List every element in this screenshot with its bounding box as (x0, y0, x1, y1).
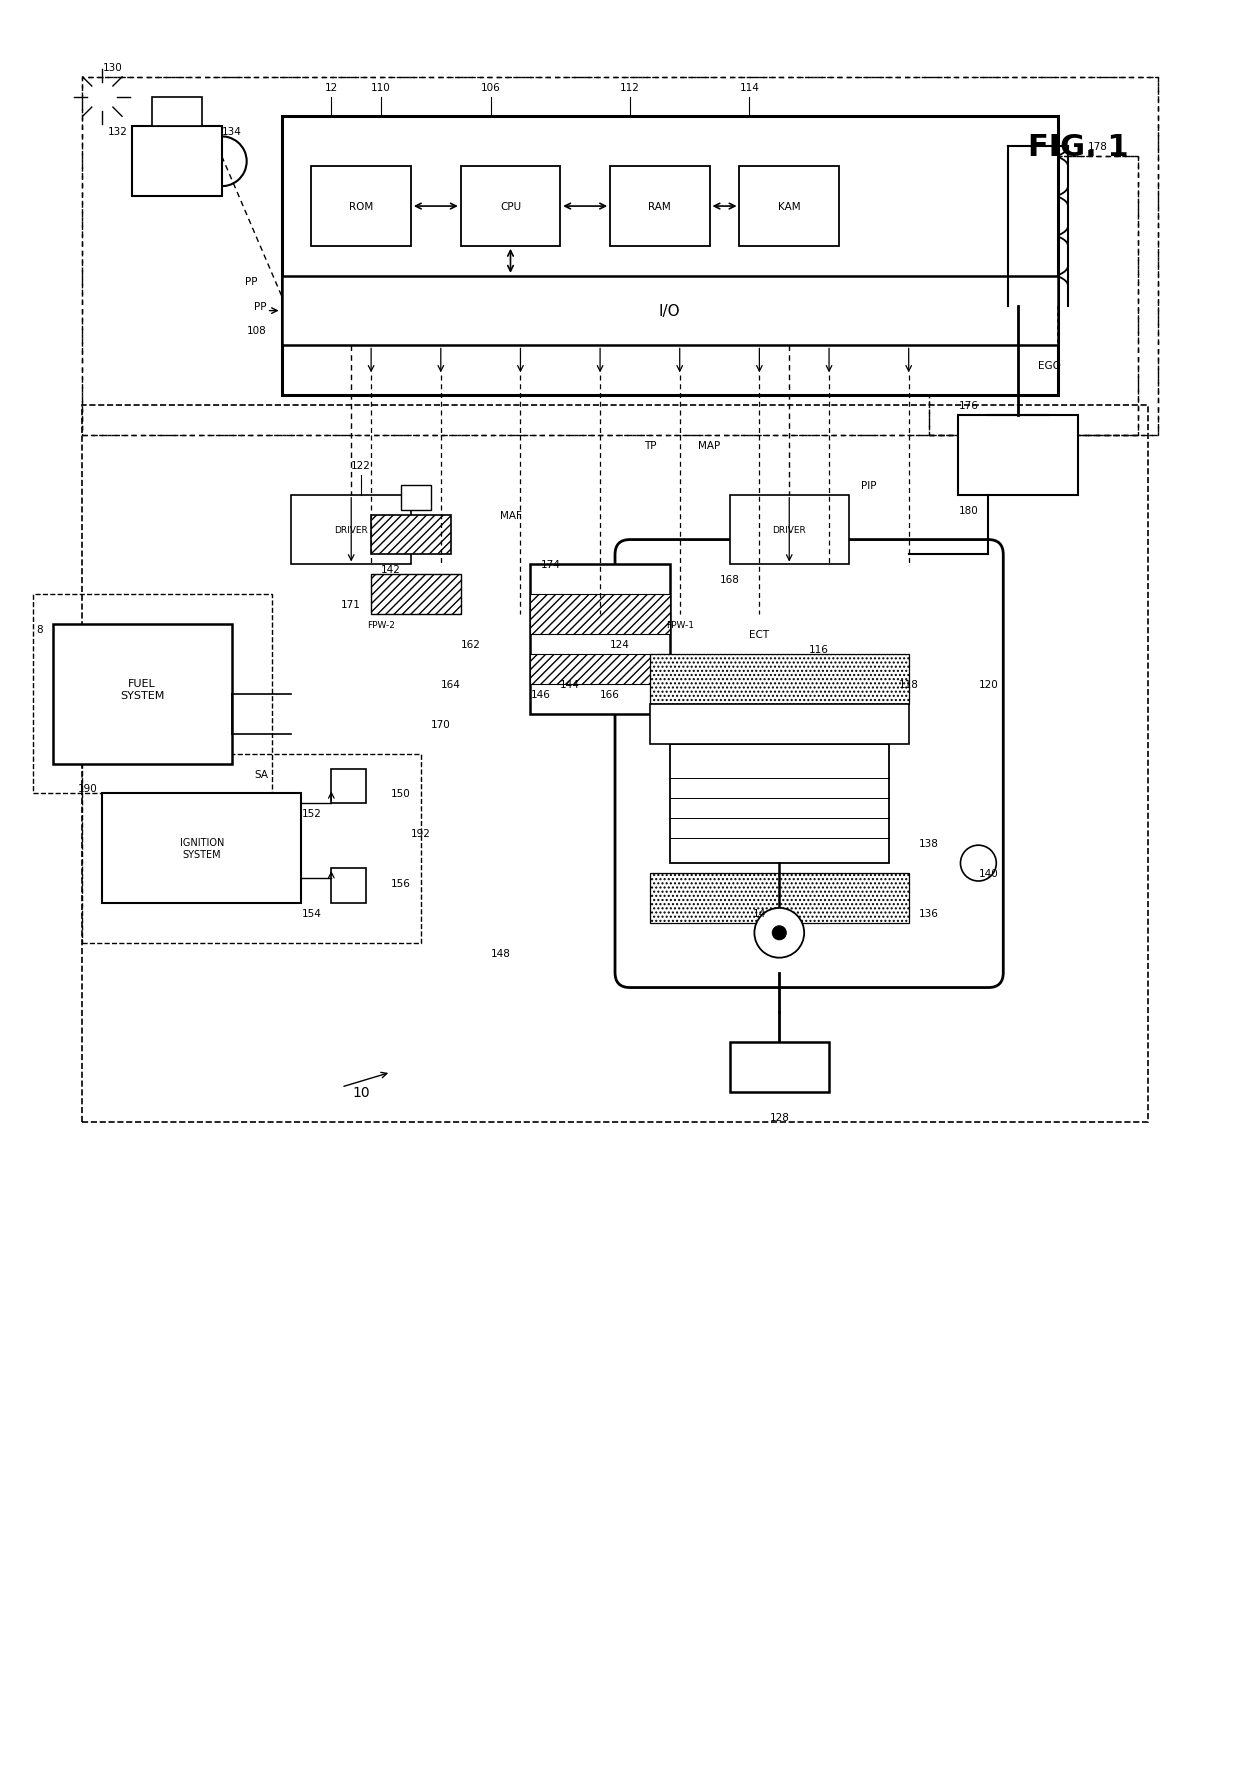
Bar (959, 417, 1078, 495)
Bar (739, 167, 839, 246)
Text: 168: 168 (719, 574, 739, 585)
Text: 142: 142 (381, 566, 401, 574)
Text: SA: SA (254, 769, 269, 778)
Bar (650, 704, 909, 745)
Text: ROM: ROM (348, 202, 373, 213)
Bar (291, 495, 410, 566)
Text: 8: 8 (36, 624, 42, 635)
Bar (729, 1043, 830, 1092)
Text: 112: 112 (620, 83, 640, 92)
Bar (610, 167, 709, 246)
Text: 108: 108 (247, 326, 267, 337)
Text: 110: 110 (371, 83, 391, 92)
Text: 192: 192 (410, 828, 430, 839)
Bar (531, 566, 670, 715)
Bar (153, 98, 202, 128)
Bar (929, 158, 1137, 436)
Text: FPW-2: FPW-2 (367, 621, 396, 629)
Text: TP: TP (644, 441, 656, 450)
Bar (531, 596, 670, 635)
Bar (281, 277, 1058, 346)
Text: DRIVER: DRIVER (335, 527, 368, 535)
Text: 118: 118 (899, 679, 919, 690)
Bar (929, 158, 1137, 436)
Bar (670, 745, 889, 863)
Text: DRIVER: DRIVER (773, 527, 806, 535)
Text: 156: 156 (391, 878, 410, 888)
Text: IGNITION
SYSTEM: IGNITION SYSTEM (180, 839, 224, 860)
Text: 150: 150 (391, 789, 410, 800)
Text: KAM: KAM (777, 202, 801, 213)
Bar (729, 495, 849, 566)
Text: 176: 176 (959, 401, 978, 411)
Text: FPW-1: FPW-1 (666, 621, 693, 629)
Text: 130: 130 (103, 62, 123, 73)
Text: 144: 144 (560, 679, 580, 690)
Text: 128: 128 (769, 1112, 789, 1122)
Text: PP: PP (254, 301, 267, 312)
Bar (103, 794, 301, 904)
Bar (311, 167, 410, 246)
Text: 132: 132 (108, 128, 128, 137)
Text: PIP: PIP (861, 480, 877, 491)
Text: 134: 134 (222, 128, 242, 137)
Text: PP: PP (246, 277, 258, 287)
Text: 170: 170 (432, 720, 450, 729)
Text: 14: 14 (753, 908, 766, 918)
Bar (331, 769, 366, 803)
Text: FUEL
SYSTEM: FUEL SYSTEM (120, 679, 165, 700)
Bar (82, 78, 1158, 436)
Bar (331, 869, 366, 904)
Text: MAF: MAF (500, 511, 522, 521)
Text: 124: 124 (610, 640, 630, 649)
Text: 116: 116 (810, 645, 830, 654)
Text: MAP: MAP (698, 441, 720, 450)
Text: 10: 10 (352, 1085, 370, 1099)
Bar (82, 754, 420, 943)
Circle shape (961, 846, 996, 881)
Text: 171: 171 (341, 599, 361, 610)
Text: 12: 12 (325, 83, 339, 92)
Circle shape (754, 908, 805, 957)
Bar (32, 596, 272, 794)
Bar (82, 406, 1148, 1122)
Text: 148: 148 (491, 949, 511, 957)
Bar (650, 874, 909, 924)
Bar (281, 117, 1058, 395)
Bar (52, 624, 232, 764)
Text: 180: 180 (959, 505, 978, 516)
Text: 190: 190 (78, 784, 98, 794)
Text: 174: 174 (541, 560, 560, 571)
Bar (461, 167, 560, 246)
Text: EGO: EGO (1038, 362, 1061, 371)
Bar (371, 574, 461, 615)
Bar (650, 654, 909, 704)
Bar (401, 486, 430, 511)
Text: CPU: CPU (500, 202, 521, 213)
Bar (371, 516, 451, 555)
Text: ECT: ECT (749, 629, 770, 640)
Text: 166: 166 (600, 690, 620, 700)
Text: 114: 114 (739, 83, 759, 92)
FancyBboxPatch shape (615, 541, 1003, 988)
Text: 138: 138 (919, 839, 939, 849)
Text: 136: 136 (919, 908, 939, 918)
Text: I/O: I/O (658, 303, 681, 319)
Text: 146: 146 (531, 690, 551, 700)
Circle shape (773, 926, 786, 940)
Text: 140: 140 (978, 869, 998, 879)
Text: 152: 152 (301, 808, 321, 819)
Text: RAM: RAM (649, 202, 671, 213)
Bar (531, 654, 670, 684)
Text: 120: 120 (978, 679, 998, 690)
Text: 178: 178 (1087, 142, 1107, 152)
Text: 162: 162 (461, 640, 481, 649)
Text: FIG. 1: FIG. 1 (1028, 133, 1128, 161)
Text: 106: 106 (481, 83, 501, 92)
Text: 164: 164 (441, 679, 461, 690)
Bar (133, 128, 222, 197)
Text: 154: 154 (301, 908, 321, 918)
Text: 122: 122 (351, 461, 371, 470)
Bar (82, 78, 1158, 436)
